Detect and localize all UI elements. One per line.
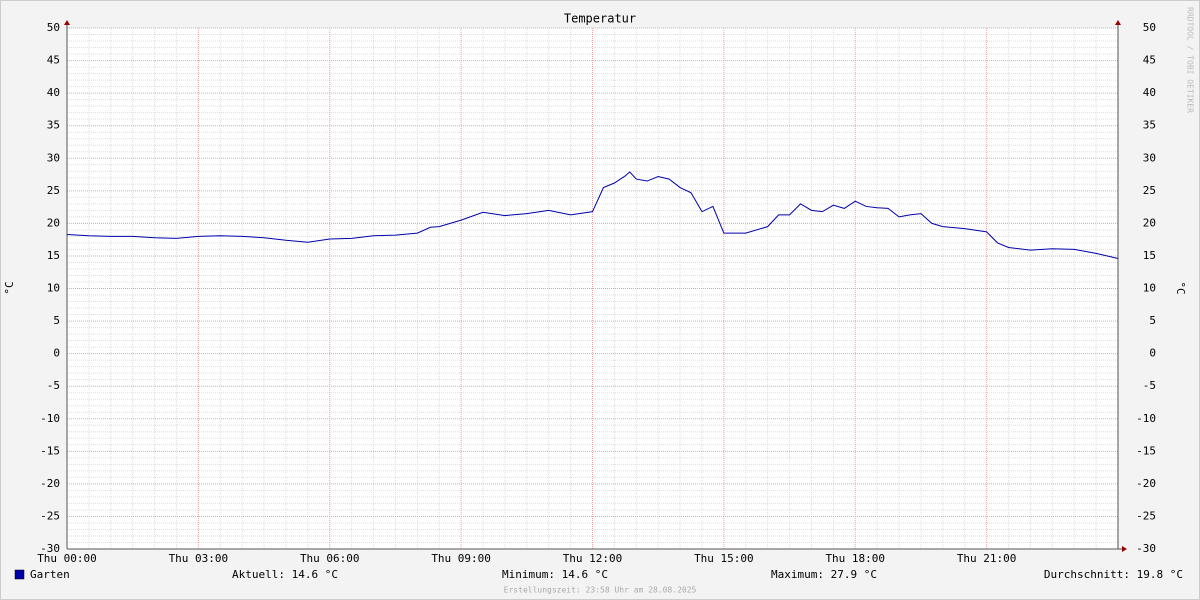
y-tick-label: -30: [40, 542, 60, 555]
y-tick-label: -25: [40, 509, 60, 522]
y-tick-label-right: 10: [1143, 282, 1156, 295]
y-tick-label-right: -25: [1136, 509, 1156, 522]
y-tick-label-right: 50: [1143, 21, 1156, 34]
line: [66, 171, 1119, 260]
x-tick-label: Thu 09:00: [431, 552, 491, 565]
y-tick-label-right: 20: [1143, 216, 1156, 229]
y-tick-label: -5: [47, 379, 60, 392]
y-tick-label: 25: [47, 184, 60, 197]
y-tick-label-right: 30: [1143, 151, 1156, 164]
y-tick-label-right: 35: [1143, 119, 1156, 132]
axis-arrow: [64, 20, 70, 25]
legend-stat: Durchschnitt: 19.8 °C: [1044, 568, 1183, 581]
legend-stat: Aktuell: 14.6 °C: [232, 568, 338, 581]
x-tick-label: Thu 00:00: [37, 552, 97, 565]
watermark: RRDTOOL / TOBI OETIKER: [1186, 7, 1195, 113]
x-tick-label: Thu 15:00: [694, 552, 754, 565]
y-tick-label: 5: [53, 314, 60, 327]
y-tick-label-right: 40: [1143, 86, 1156, 99]
legend-label: Garten: [30, 568, 70, 581]
x-tick-label: Thu 21:00: [957, 552, 1017, 565]
y-axis-label-right: °C: [1174, 281, 1187, 294]
y-tick-label: 45: [47, 54, 60, 67]
y-tick-label-right: 45: [1143, 54, 1156, 67]
y-tick-label: 10: [47, 282, 60, 295]
y-tick-label: 50: [47, 21, 60, 34]
y-tick-label-right: 15: [1143, 249, 1156, 262]
footer: Erstellungszeit: 23:58 Uhr am 28.08.2025: [504, 586, 697, 595]
axis-arrow: [1115, 20, 1121, 25]
legend-stat: Maximum: 27.9 °C: [771, 568, 877, 581]
y-tick-label-right: 5: [1149, 314, 1156, 327]
y-tick-label: 15: [47, 249, 60, 262]
chart-title: Temperatur: [564, 12, 636, 26]
y-axis-label: °C: [3, 281, 16, 294]
y-tick-label: 40: [47, 86, 60, 99]
x-tick-label: Thu 03:00: [169, 552, 229, 565]
x-tick-label: Thu 06:00: [300, 552, 360, 565]
legend-swatch: [14, 569, 25, 580]
y-tick-label-right: 25: [1143, 184, 1156, 197]
y-tick-label: -15: [40, 444, 60, 457]
y-tick-label-right: -10: [1136, 412, 1156, 425]
y-tick-label-right: -30: [1136, 542, 1156, 555]
x-tick-label: Thu 12:00: [563, 552, 623, 565]
legend-stat: Minimum: 14.6 °C: [502, 568, 608, 581]
y-tick-label: 0: [53, 347, 60, 360]
x-tick-label: Thu 18:00: [825, 552, 885, 565]
y-tick-label-right: 0: [1149, 347, 1156, 360]
y-tick-label: -20: [40, 477, 60, 490]
y-tick-label-right: -15: [1136, 444, 1156, 457]
y-tick-label: 30: [47, 151, 60, 164]
y-tick-label: 35: [47, 119, 60, 132]
y-tick-label-right: -20: [1136, 477, 1156, 490]
y-tick-label-right: -5: [1143, 379, 1156, 392]
axis-arrow: [1122, 546, 1127, 552]
y-tick-label: -10: [40, 412, 60, 425]
y-tick-label: 20: [47, 216, 60, 229]
